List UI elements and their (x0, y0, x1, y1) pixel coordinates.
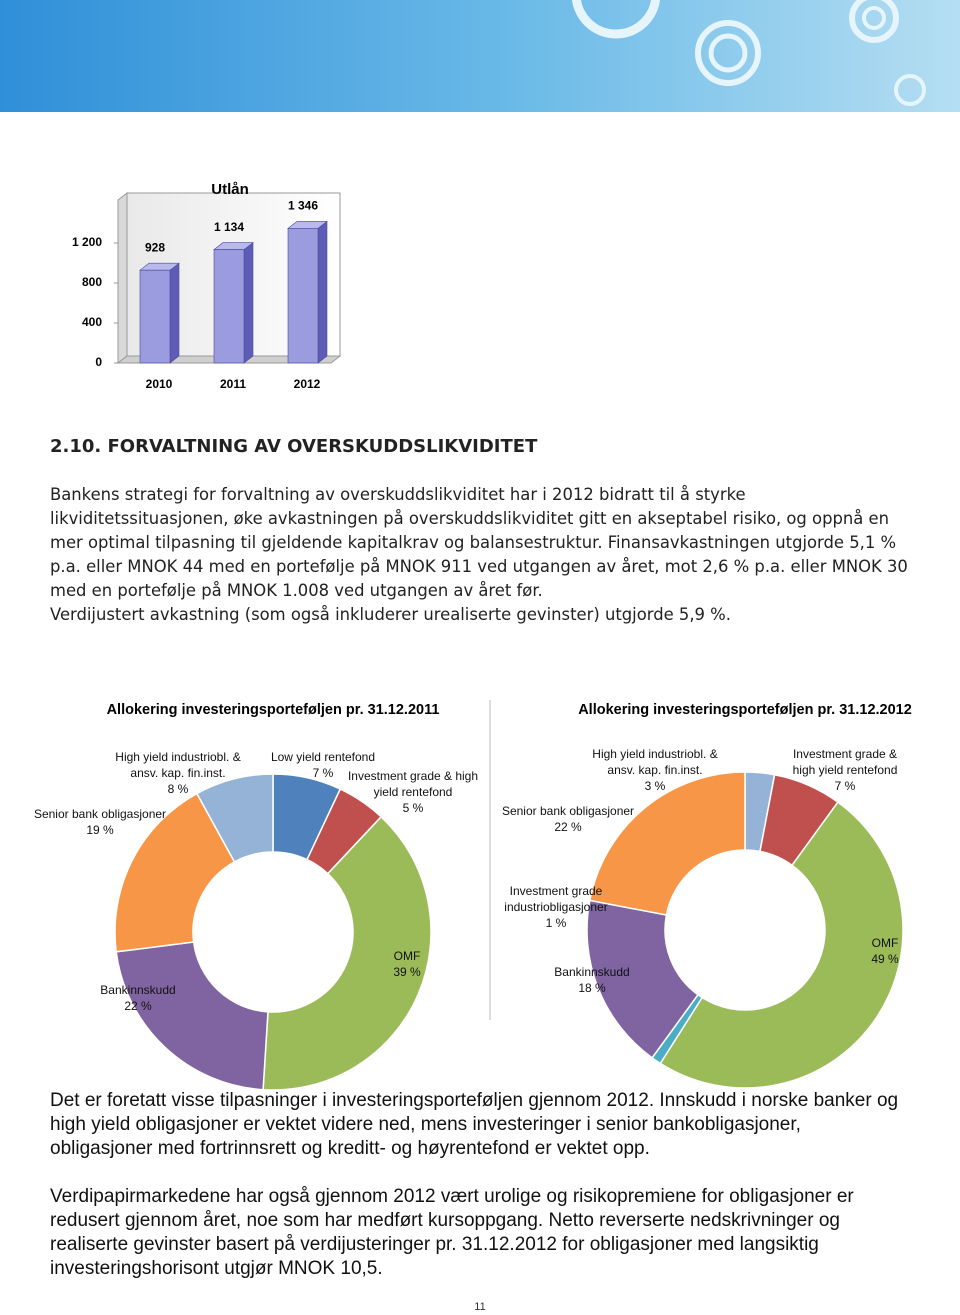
x-tick-label: 2011 (220, 377, 246, 391)
slice-name: High yield industriobl. & ansv. kap. fin… (115, 750, 241, 780)
slice-value-label: 1 % (545, 916, 567, 930)
slice-label: Bankinnskudd 22 % (93, 982, 183, 1014)
slice-value-label: 3 % (644, 779, 666, 793)
slice-value-label: 5 % (402, 801, 424, 815)
slice-value-label: 49 % (871, 952, 899, 966)
banner (0, 0, 960, 112)
value-label: 928 (145, 240, 165, 254)
paragraph: Verdijustert avkastning (som også inklud… (50, 605, 731, 624)
section-heading: 2.10. FORVALTNING AV OVERSKUDDSLIKVIDITE… (50, 436, 538, 457)
banner-ring (849, 0, 899, 43)
slice-label: Senior bank obligasjoner 22 % (498, 803, 638, 835)
slice-label: Investment grade & high yield rentefond 7… (780, 746, 910, 794)
bar (287, 228, 319, 364)
bar-side (317, 220, 328, 364)
banner-ring (695, 20, 761, 86)
x-tick-label: 2012 (294, 377, 321, 391)
y-tick-label: 800 (82, 275, 102, 289)
bar-side (169, 262, 180, 364)
slice-label: Bankinnskudd 18 % (547, 964, 637, 996)
donut-slice (114, 792, 236, 953)
slice-name: Investment grade industriobligasjoner (504, 884, 608, 914)
value-label: 1 346 (288, 199, 318, 213)
slice-name: Bankinnskudd (100, 983, 176, 997)
chart-title: Utlån (211, 181, 249, 198)
slice-name: Investment grade & high yield rentefond (347, 769, 479, 799)
slice-value-label: 39 % (393, 965, 421, 979)
slice-label: Investment grade industriobligasjoner 1 % (501, 883, 611, 931)
slice-value-label: 7 % (834, 779, 856, 793)
donut-slice (262, 815, 432, 1091)
chart-title: Allokering investeringsporteføljen pr. 3… (107, 702, 440, 718)
slice-label: High yield industriobl. & ansv. kap. fin… (590, 746, 720, 794)
body-text: Det er foretatt visse tilpasninger i inv… (50, 1089, 900, 1281)
slice-label: Investment grade & high yield rentefond 5… (343, 768, 483, 816)
slice-value-label: 19 % (86, 823, 114, 837)
slice-value-label: 18 % (578, 981, 606, 995)
page-number: 11 (474, 1301, 485, 1313)
plot-side-wall (117, 191, 128, 365)
slice-name: High yield industriobl. & ansv. kap. fin… (592, 747, 718, 777)
slice-name: Investment grade & high yield rentefond (792, 747, 898, 777)
bar-side (243, 241, 254, 364)
donut-slice (588, 771, 746, 916)
slice-label: OMF 49 % (855, 935, 915, 967)
bar (213, 249, 245, 364)
donut-slice (586, 899, 700, 1059)
banner-ring (862, 6, 886, 30)
section-text: Bankens strategi for forvaltning av over… (50, 483, 922, 627)
slice-name: Bankinnskudd (554, 965, 630, 979)
slice-label: High yield industriobl. & ansv. kap. fin… (113, 749, 243, 797)
banner-background (0, 0, 960, 112)
banner-ring (708, 33, 748, 73)
x-tick-label: 2010 (146, 377, 173, 391)
y-tick-label: 1 200 (72, 235, 102, 249)
slice-label: OMF 39 % (377, 948, 437, 980)
donut-slice (195, 773, 274, 863)
paragraph: Det er foretatt visse tilpasninger i inv… (50, 1090, 899, 1159)
y-tick-label: 400 (82, 315, 102, 329)
slice-name: OMF (871, 936, 899, 950)
slice-label: Low yield rentefond 7 % (248, 749, 398, 781)
paragraph: Bankens strategi for forvaltning av over… (50, 485, 908, 600)
donut-slice (115, 941, 269, 1091)
slice-name: OMF (393, 949, 421, 963)
slice-name: Low yield rentefond (270, 750, 376, 764)
slice-label: Senior bank obligasjoner 19 % (30, 806, 170, 838)
value-label: 1 134 (214, 220, 244, 234)
bar (139, 269, 171, 364)
banner-ring (894, 74, 926, 106)
slice-name: Senior bank obligasjoner (501, 804, 635, 818)
slice-value-label: 22 % (554, 820, 582, 834)
slice-value-label: 7 % (312, 766, 334, 780)
slice-value-label: 22 % (124, 999, 152, 1013)
donut-slice (659, 801, 904, 1089)
y-tick-label: 0 (95, 355, 102, 369)
chart-title: Allokering investeringsporteføljen pr. 3… (578, 702, 912, 718)
slice-name: Senior bank obligasjoner (33, 807, 167, 821)
paragraph: Verdipapirmarkedene har også gjennom 201… (50, 1186, 854, 1279)
slice-value-label: 8 % (167, 782, 189, 796)
banner-ring (571, 0, 661, 39)
